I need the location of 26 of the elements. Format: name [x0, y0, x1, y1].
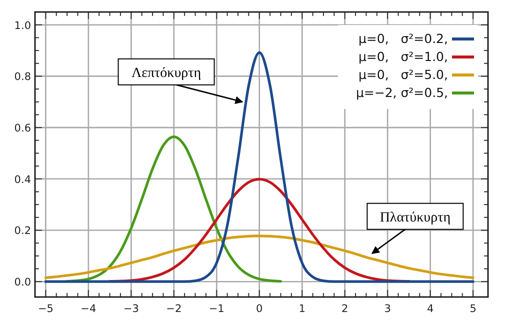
line-series: [44, 234, 474, 280]
y-tick-label: 0.2: [14, 225, 31, 238]
annotation: Λεπτόκυρτη: [131, 66, 202, 81]
x-tick-label: 5: [470, 303, 476, 315]
x-tick-label: −5: [38, 303, 54, 315]
x-tick-label: 4: [426, 303, 434, 315]
legend-label: μ=−2, σ²=0.5,: [356, 85, 448, 100]
line-series: [44, 51, 474, 283]
x-tick-label: 3: [384, 303, 391, 315]
y-tick-label: 0.0: [14, 276, 31, 289]
x-tick-label: 2: [341, 303, 348, 315]
annotation: Πλατύκυρτη: [380, 210, 451, 226]
legend-label: μ=0, σ²=0.2,: [358, 31, 448, 46]
y-tick-label: 0.4: [14, 174, 32, 186]
x-tick-label: −2: [166, 303, 182, 315]
y-tick-label: 1.0: [14, 20, 31, 32]
legend-label: μ=0, σ²=1.0,: [358, 49, 448, 64]
y-tick-label: 0.8: [14, 71, 31, 84]
x-tick-label: −1: [208, 303, 224, 315]
x-tick-label: −4: [80, 303, 96, 315]
line-series: [66, 135, 282, 283]
x-tick-label: −3: [123, 303, 139, 315]
x-tick-label: 0: [256, 303, 263, 315]
legend-label: μ=0, σ²=5.0,: [358, 67, 448, 82]
x-tick-label: 1: [298, 303, 306, 315]
y-tick-label: 0.6: [14, 122, 32, 135]
